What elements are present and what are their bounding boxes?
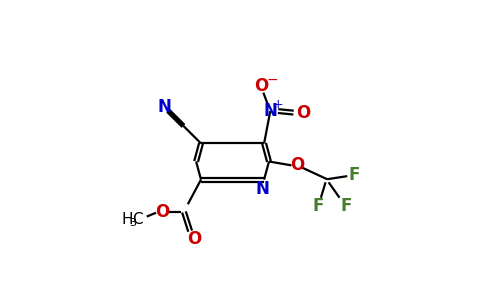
Text: O: O: [296, 103, 310, 122]
Text: F: F: [312, 197, 323, 215]
Text: N: N: [263, 102, 277, 120]
Text: O: O: [290, 156, 304, 174]
Text: O: O: [254, 77, 268, 95]
Text: H: H: [121, 212, 133, 227]
Text: F: F: [340, 197, 351, 215]
Text: +: +: [272, 98, 283, 111]
Text: C: C: [132, 212, 143, 227]
Text: F: F: [348, 167, 360, 184]
Text: −: −: [266, 73, 278, 86]
Text: O: O: [155, 203, 169, 221]
Text: N: N: [157, 98, 171, 116]
Text: O: O: [187, 230, 201, 248]
Text: N: N: [256, 180, 270, 198]
Text: 3: 3: [129, 218, 136, 229]
